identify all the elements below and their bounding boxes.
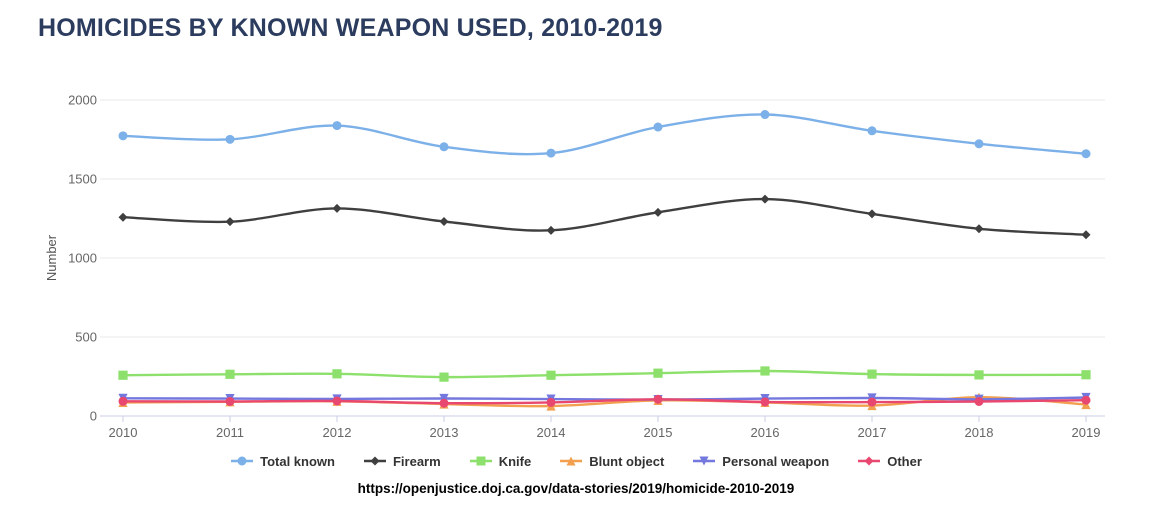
circle-marker: [760, 397, 770, 407]
series-line-other: [121, 398, 1088, 405]
circle-marker: [225, 396, 235, 406]
square-marker: [439, 372, 449, 382]
legend-item-knife[interactable]: Knife: [469, 453, 532, 469]
x-tick-label: 2016: [751, 425, 780, 440]
source-url: https://openjustice.doj.ca.gov/data-stor…: [357, 481, 795, 496]
circle-marker: [546, 148, 556, 158]
circle-marker: [546, 397, 556, 407]
legend-label: Total known: [260, 453, 335, 469]
triangle-down-marker: [699, 456, 709, 466]
legend-item-other[interactable]: Other: [857, 454, 922, 469]
circle-marker: [237, 456, 247, 466]
legend-item-total-known[interactable]: Total known: [230, 454, 335, 469]
x-tick-label: 2017: [858, 425, 887, 440]
circle-marker: [1081, 395, 1091, 405]
x-tick-label: 2019: [1072, 425, 1101, 440]
legend-marker-total-known: [231, 456, 254, 466]
legend-marker-knife: [469, 456, 492, 466]
square-marker: [118, 370, 128, 380]
square-marker: [332, 369, 342, 379]
square-marker: [974, 370, 984, 380]
circle-marker: [1081, 149, 1091, 159]
x-tick-label: 2014: [537, 425, 566, 440]
diamond-marker: [760, 194, 770, 204]
legend-label: Personal weapon: [722, 453, 830, 469]
legend-marker-firearm: [363, 456, 386, 466]
y-tick-label: 1000: [68, 251, 97, 266]
y-tick-label: 2000: [68, 93, 97, 108]
diamond-marker: [370, 456, 380, 466]
y-tick-label: 0: [90, 409, 97, 424]
diamond-marker: [1081, 230, 1091, 240]
diamond-marker: [867, 209, 877, 219]
square-marker: [546, 370, 556, 380]
chart-title: HOMICIDES BY KNOWN WEAPON USED, 2010-201…: [38, 14, 663, 42]
circle-marker: [974, 139, 984, 149]
legend-marker-personal-weapon: [693, 456, 716, 466]
square-marker: [760, 366, 770, 376]
square-marker: [653, 368, 663, 378]
series-knife: [118, 366, 1091, 382]
series-line-personal-weapon: [121, 396, 1088, 401]
y-tick-label: 1500: [68, 172, 97, 187]
circle-marker: [760, 110, 770, 120]
diamond-marker: [332, 203, 342, 213]
diamond-marker: [653, 207, 663, 217]
legend-item-blunt-object[interactable]: Blunt object: [559, 454, 664, 469]
y-tick-label: 500: [75, 330, 97, 345]
series-line-total-known: [121, 113, 1088, 156]
legend-label: Blunt object: [589, 453, 665, 469]
diamond-marker: [118, 212, 128, 222]
diamond-marker: [439, 217, 449, 227]
legend-label: Firearm: [392, 453, 441, 469]
legend-item-personal-weapon[interactable]: Personal weapon: [692, 454, 829, 469]
triangle-down-marker: [439, 393, 449, 404]
square-marker: [1081, 370, 1091, 380]
legend-item-firearm[interactable]: Firearm: [363, 454, 441, 469]
legend-label: Other: [887, 453, 922, 469]
circle-marker: [653, 394, 663, 404]
legend-marker-other: [858, 456, 881, 466]
diamond-marker: [864, 456, 874, 466]
square-marker: [867, 369, 877, 379]
x-tick-label: 2010: [109, 425, 138, 440]
diamond-marker: [225, 217, 235, 227]
circle-marker: [439, 398, 449, 408]
circle-marker: [867, 397, 877, 407]
circle-marker: [332, 396, 342, 406]
x-tick-label: 2015: [644, 425, 673, 440]
square-marker: [476, 456, 486, 466]
circle-marker: [867, 126, 877, 136]
circle-marker: [332, 121, 342, 131]
x-tick-label: 2013: [430, 425, 459, 440]
series-line-knife: [121, 369, 1088, 379]
x-tick-label: 2011: [216, 425, 244, 440]
legend-label: Knife: [498, 453, 532, 469]
chart-legend: Total known Firearm Knife Blunt object Perso…: [0, 449, 1152, 473]
square-marker: [225, 369, 235, 379]
triangle-up-marker: [566, 456, 576, 466]
x-tick-label: 2012: [323, 425, 352, 440]
series-other: [118, 394, 1091, 408]
circle-marker: [225, 134, 235, 144]
x-tick-label: 2018: [965, 425, 994, 440]
diamond-marker: [974, 224, 984, 234]
circle-marker: [439, 142, 449, 152]
circle-marker: [653, 122, 663, 132]
series-firearm: [118, 194, 1091, 240]
series-line-firearm: [121, 197, 1088, 236]
diamond-marker: [546, 225, 556, 235]
legend-marker-blunt-object: [560, 456, 583, 466]
series-total-known: [118, 110, 1091, 159]
circle-marker: [118, 396, 128, 406]
circle-marker: [118, 131, 128, 141]
y-axis-label: Number: [44, 234, 59, 281]
circle-marker: [974, 396, 984, 406]
